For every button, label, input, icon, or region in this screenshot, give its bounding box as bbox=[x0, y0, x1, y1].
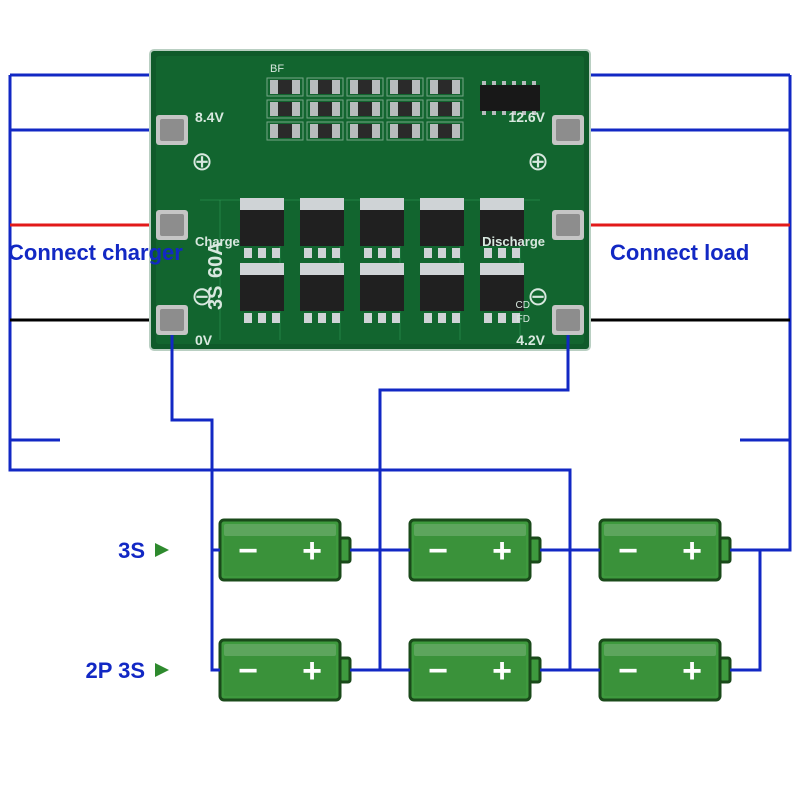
svg-text:−: − bbox=[618, 652, 638, 690]
svg-text:60A: 60A bbox=[205, 241, 227, 278]
svg-text:Discharge: Discharge bbox=[482, 234, 545, 249]
pcb-board: 8.4V12.6V⊕⊕ChargeDischarge⊖⊖0V4.2VBFCDFD… bbox=[150, 50, 590, 350]
svg-text:BF: BF bbox=[270, 63, 284, 75]
svg-text:+: + bbox=[302, 532, 322, 570]
svg-text:+: + bbox=[682, 652, 702, 690]
svg-text:−: − bbox=[428, 652, 448, 690]
battery-cell: −+ bbox=[600, 640, 730, 700]
svg-text:⊕: ⊕ bbox=[527, 146, 549, 176]
svg-text:−: − bbox=[618, 532, 638, 570]
svg-text:FD: FD bbox=[517, 314, 530, 325]
battery-cell: −+ bbox=[410, 640, 540, 700]
label-12v6: 12.6V bbox=[508, 109, 545, 125]
label-8v4: 8.4V bbox=[195, 109, 224, 125]
svg-text:0V: 0V bbox=[195, 332, 213, 348]
label-3s: 3S bbox=[118, 538, 145, 563]
label-2p3s: 2P 3S bbox=[85, 658, 145, 683]
label-connect-load: Connect load bbox=[610, 240, 749, 265]
svg-text:CD: CD bbox=[516, 300, 530, 311]
svg-text:4.2V: 4.2V bbox=[516, 332, 545, 348]
svg-text:3S: 3S bbox=[205, 286, 227, 310]
battery-cell: −+ bbox=[220, 640, 350, 700]
svg-text:+: + bbox=[492, 532, 512, 570]
battery-cell: −+ bbox=[600, 520, 730, 580]
battery-cell: −+ bbox=[220, 520, 350, 580]
battery-cell: −+ bbox=[410, 520, 540, 580]
svg-text:−: − bbox=[238, 652, 258, 690]
svg-text:−: − bbox=[428, 532, 448, 570]
svg-text:+: + bbox=[302, 652, 322, 690]
svg-text:+: + bbox=[682, 532, 702, 570]
label-connect-charger: Connect charger bbox=[8, 240, 183, 265]
svg-text:⊖: ⊖ bbox=[527, 281, 549, 311]
svg-text:⊕: ⊕ bbox=[191, 146, 213, 176]
svg-text:+: + bbox=[492, 652, 512, 690]
svg-text:−: − bbox=[238, 532, 258, 570]
